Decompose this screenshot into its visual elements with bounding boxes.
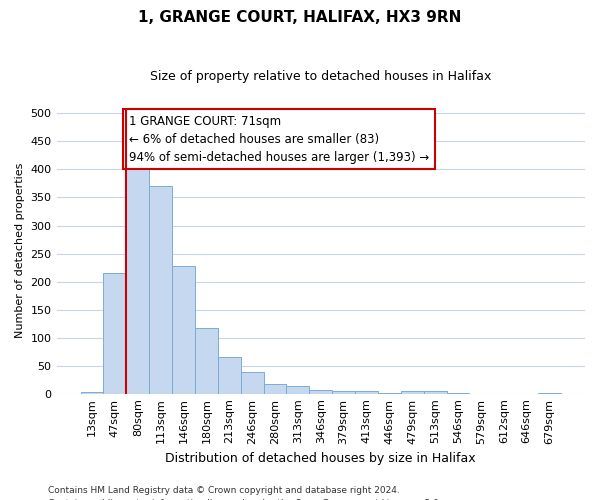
Bar — [149, 186, 172, 394]
Title: Size of property relative to detached houses in Halifax: Size of property relative to detached ho… — [150, 70, 491, 83]
Bar — [80, 392, 103, 394]
Bar — [538, 392, 561, 394]
Text: 1, GRANGE COURT, HALIFAX, HX3 9RN: 1, GRANGE COURT, HALIFAX, HX3 9RN — [139, 10, 461, 25]
Bar — [310, 390, 332, 394]
Text: Contains HM Land Registry data © Crown copyright and database right 2024.: Contains HM Land Registry data © Crown c… — [48, 486, 400, 495]
Bar — [378, 393, 401, 394]
Bar — [286, 386, 310, 394]
Bar — [355, 392, 378, 394]
Bar — [446, 393, 469, 394]
Bar — [218, 357, 241, 394]
Bar — [401, 391, 424, 394]
Bar — [195, 328, 218, 394]
Text: Contains public sector information licensed under the Open Government Licence v3: Contains public sector information licen… — [48, 498, 442, 500]
X-axis label: Distribution of detached houses by size in Halifax: Distribution of detached houses by size … — [166, 452, 476, 465]
Bar — [241, 372, 263, 394]
Bar — [103, 273, 127, 394]
Bar — [263, 384, 286, 394]
Bar — [127, 168, 149, 394]
Bar — [424, 392, 446, 394]
Bar — [172, 266, 195, 394]
Text: 1 GRANGE COURT: 71sqm
← 6% of detached houses are smaller (83)
94% of semi-detac: 1 GRANGE COURT: 71sqm ← 6% of detached h… — [128, 114, 429, 164]
Y-axis label: Number of detached properties: Number of detached properties — [15, 163, 25, 338]
Bar — [332, 391, 355, 394]
